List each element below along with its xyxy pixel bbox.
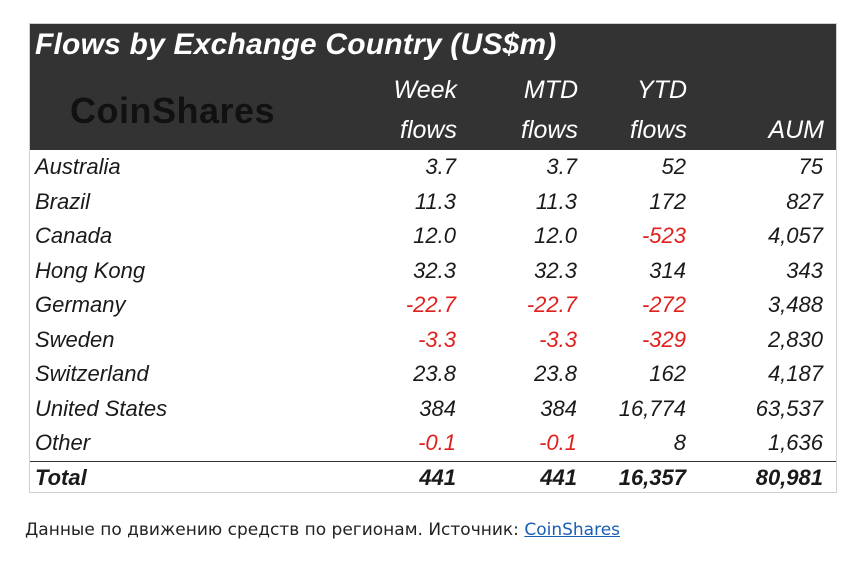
- table-row: Brazil 11.3 11.3 172 827: [30, 186, 836, 221]
- cell-ytd: 314: [649, 257, 686, 283]
- cell-mtd: -0.1: [539, 430, 577, 455]
- caption: Данные по движению средств по регионам. …: [25, 520, 620, 540]
- cell-week: 32.3: [413, 257, 456, 283]
- total-aum: 80,981: [755, 465, 823, 490]
- col-mtd-header-line1: MTD: [523, 76, 578, 104]
- country-name: Germany: [35, 292, 126, 317]
- flows-table: Flows by Exchange Country (US$m) CoinSha…: [29, 23, 837, 493]
- col-ytd-header-line1: YTD: [637, 76, 687, 104]
- total-divider: [30, 461, 836, 462]
- cell-week: 12.0: [413, 223, 456, 248]
- cell-ytd: 16,774: [618, 395, 686, 421]
- country-name: Canada: [35, 223, 113, 248]
- table-row: Germany -22.7 -22.7 -272 3,488: [30, 289, 836, 324]
- cell-week: -0.1: [418, 430, 456, 455]
- cell-week: -22.7: [405, 292, 456, 317]
- table-row: Switzerland 23.8 23.8 162 4,187: [30, 358, 836, 393]
- cell-aum: 827: [786, 188, 823, 214]
- cell-mtd: 3.7: [546, 154, 577, 179]
- cell-ytd: 172: [649, 188, 686, 214]
- cell-aum: 1,636: [767, 430, 823, 455]
- cell-aum: 4,057: [767, 223, 823, 248]
- country-name: Other: [35, 430, 91, 455]
- cell-mtd: 11.3: [535, 188, 577, 214]
- cell-ytd: -272: [641, 292, 686, 317]
- col-ytd-header-line2: flows: [630, 116, 687, 144]
- cell-mtd: 23.8: [534, 361, 577, 386]
- cell-mtd: 384: [540, 395, 577, 421]
- cell-aum: 3,488: [767, 292, 823, 317]
- caption-text: Данные по движению средств по регионам. …: [25, 520, 525, 540]
- table-header: Flows by Exchange Country (US$m) CoinSha…: [30, 24, 836, 150]
- cell-week: 3.7: [425, 154, 456, 179]
- col-mtd-header-line2: flows: [521, 116, 578, 144]
- country-name: Hong Kong: [35, 257, 146, 283]
- cell-week: 23.8: [413, 361, 456, 386]
- total-label: Total: [35, 465, 87, 490]
- cell-ytd: -523: [641, 223, 686, 248]
- country-name: Sweden: [35, 326, 115, 352]
- country-name: United States: [35, 395, 168, 421]
- table-title: Flows by Exchange Country (US$m): [35, 28, 557, 61]
- cell-mtd: -22.7: [526, 292, 577, 317]
- table-row: Hong Kong 32.3 32.3 314 343: [30, 255, 836, 290]
- cell-mtd: -3.3: [539, 326, 577, 352]
- table-row: United States 384 384 16,774 63,537: [30, 393, 836, 428]
- cell-week: -3.3: [418, 326, 456, 352]
- cell-ytd: 8: [673, 430, 686, 455]
- cell-aum: 2,830: [767, 326, 823, 352]
- caption-source-link[interactable]: CoinShares: [524, 520, 621, 540]
- cell-aum: 4,187: [767, 361, 823, 386]
- total-week: 441: [419, 465, 456, 490]
- table-row-total: Total 441 441 16,357 80,981: [30, 462, 836, 497]
- country-name: Australia: [35, 154, 121, 179]
- cell-mtd: 32.3: [534, 257, 577, 283]
- total-mtd: 441: [540, 465, 577, 490]
- country-name: Brazil: [35, 188, 91, 214]
- cell-aum: 63,537: [755, 395, 823, 421]
- cell-ytd: 52: [661, 154, 686, 179]
- col-week-header-line1: Week: [393, 76, 457, 104]
- table-row: Canada 12.0 12.0 -523 4,057: [30, 220, 836, 255]
- coinshares-logo: CoinShares: [70, 90, 276, 131]
- total-ytd: 16,357: [618, 465, 686, 490]
- cell-week: 384: [419, 395, 456, 421]
- country-name: Switzerland: [35, 361, 149, 386]
- cell-ytd: 162: [649, 361, 686, 386]
- cell-ytd: -329: [641, 326, 686, 352]
- table-row: Sweden -3.3 -3.3 -329 2,830: [30, 324, 836, 359]
- cell-week: 11.3: [414, 188, 456, 214]
- cell-aum: 75: [798, 154, 823, 179]
- col-aum-header: AUM: [768, 116, 824, 144]
- col-week-header-line2: flows: [400, 116, 457, 144]
- table-row: Australia 3.7 3.7 52 75: [30, 151, 836, 186]
- cell-mtd: 12.0: [534, 223, 577, 248]
- table-row: Other -0.1 -0.1 8 1,636: [30, 427, 836, 462]
- cell-aum: 343: [786, 257, 823, 283]
